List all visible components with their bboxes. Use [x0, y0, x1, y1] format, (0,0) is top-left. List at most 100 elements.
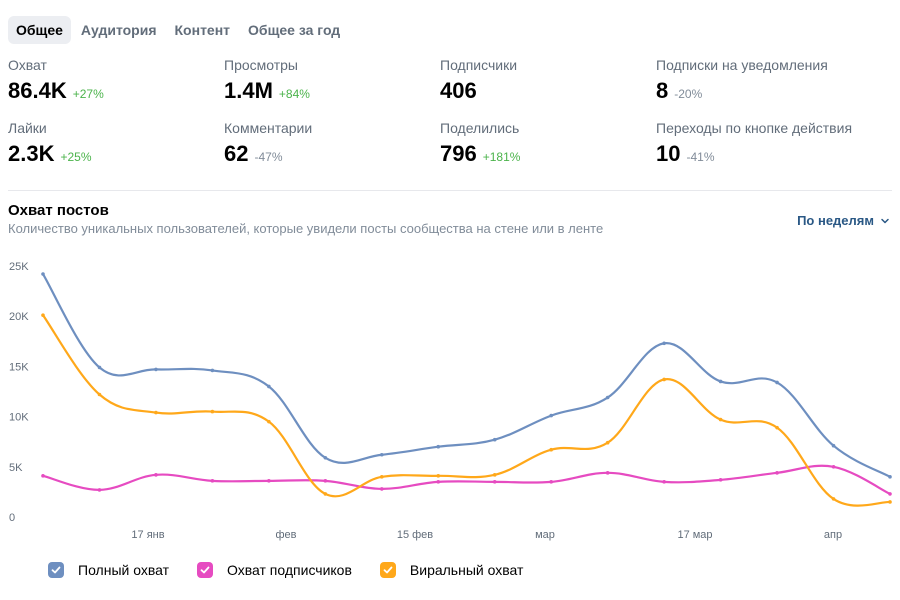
tab-general[interactable]: Общее	[8, 16, 71, 44]
chart-subtitle: Количество уникальных пользователей, кот…	[8, 221, 604, 236]
period-dropdown[interactable]: По неделям	[797, 213, 890, 228]
checkbox-checked-icon	[379, 562, 396, 578]
x-tick-label: мар	[535, 529, 555, 541]
checkbox-checked-icon	[197, 562, 214, 578]
stat-delta: +84%	[278, 87, 310, 101]
stat-views: Просмотры 1.4M +84%	[224, 56, 440, 104]
data-point-full-reach	[888, 475, 892, 479]
data-point-subscribers-reach	[549, 480, 553, 484]
y-tick-label: 20K	[9, 311, 29, 323]
stat-label: Лайки	[8, 120, 47, 136]
data-point-subscribers-reach	[267, 479, 271, 483]
data-point-subscribers-reach	[831, 465, 836, 469]
stat-value: 62	[224, 141, 249, 166]
tab-content[interactable]: Контент	[174, 22, 231, 38]
data-point-subscribers-reach	[154, 473, 158, 477]
data-point-viral-reach	[549, 447, 553, 452]
data-point-full-reach	[605, 395, 610, 400]
stat-label: Переходы по кнопке действия	[656, 120, 853, 136]
stat-subscribers: Подписчики 406	[440, 56, 656, 104]
data-point-subscribers-reach	[662, 480, 666, 484]
data-point-subscribers-reach	[97, 488, 102, 492]
stat-value: 796	[440, 141, 477, 166]
data-point-subscribers-reach	[436, 480, 441, 484]
legend-viral-reach[interactable]: Виральный охват	[379, 562, 524, 578]
chart-title: Охват постов	[8, 202, 109, 219]
data-point-full-reach	[549, 413, 553, 418]
x-tick-label: апр	[824, 529, 842, 541]
stat-delta: -47%	[254, 150, 283, 164]
x-tick-label: 17 янв	[131, 529, 164, 541]
x-tick-label: 17 мар	[677, 529, 712, 541]
stat-shares: Поделились 796 +181%	[440, 119, 656, 167]
stat-value: 2.3K	[8, 141, 55, 166]
data-point-viral-reach	[154, 410, 158, 415]
data-point-viral-reach	[718, 417, 723, 422]
series-line-viral-reach	[42, 314, 891, 507]
data-point-full-reach	[210, 368, 215, 373]
data-point-viral-reach	[97, 392, 102, 397]
data-point-full-reach	[492, 437, 497, 442]
data-point-full-reach	[323, 455, 328, 460]
y-tick-label: 25K	[9, 261, 29, 273]
data-point-subscribers-reach	[718, 478, 723, 482]
data-point-subscribers-reach	[775, 471, 779, 475]
section-divider	[8, 190, 892, 191]
data-point-viral-reach	[323, 492, 328, 496]
y-tick-label: 10K	[9, 412, 29, 424]
data-point-viral-reach	[605, 440, 610, 445]
stat-label: Подписки на уведомления	[656, 57, 828, 73]
stat-value: 8	[656, 78, 669, 103]
data-point-full-reach	[436, 444, 441, 449]
legend-label: Охват подписчиков	[227, 562, 352, 578]
stat-comments: Комментарии 62 -47%	[224, 119, 440, 167]
data-point-viral-reach	[888, 500, 892, 504]
stat-label: Комментарии	[224, 120, 313, 136]
tab-audience[interactable]: Аудитория	[80, 22, 157, 38]
data-point-subscribers-reach	[888, 492, 892, 496]
data-point-subscribers-reach	[323, 479, 328, 483]
data-point-full-reach	[662, 341, 666, 346]
stat-label: Поделились	[440, 120, 520, 136]
data-point-viral-reach	[267, 419, 271, 424]
data-point-full-reach	[41, 272, 45, 276]
data-point-full-reach	[97, 365, 102, 370]
data-point-subscribers-reach	[605, 471, 610, 475]
data-point-full-reach	[831, 443, 836, 448]
legend-label: Виральный охват	[409, 562, 524, 578]
data-point-subscribers-reach	[41, 474, 45, 478]
x-tick-label: 15 фев	[397, 529, 433, 541]
y-tick-label: 5K	[9, 462, 23, 474]
data-point-full-reach	[267, 384, 271, 389]
data-point-viral-reach	[492, 473, 497, 477]
legend-full-reach[interactable]: Полный охват	[48, 562, 169, 578]
data-point-full-reach	[154, 367, 158, 372]
y-tick-label: 15K	[9, 361, 29, 373]
stat-value: 1.4M	[224, 78, 273, 103]
data-point-full-reach	[775, 380, 779, 385]
data-point-subscribers-reach	[492, 480, 497, 484]
stat-likes: Лайки 2.3K +25%	[8, 119, 224, 167]
stat-value: 86.4K	[8, 78, 67, 103]
stat-label: Охват	[8, 57, 47, 73]
period-label: По неделям	[797, 213, 874, 228]
legend-subscribers-reach[interactable]: Охват подписчиков	[197, 562, 352, 578]
stat-delta: -20%	[674, 87, 703, 101]
checkbox-checked-icon	[48, 562, 64, 578]
chevron-down-icon	[881, 218, 889, 223]
stat-action-clicks: Переходы по кнопке действия 10 -41%	[656, 119, 872, 167]
stat-delta: +27%	[72, 87, 104, 101]
data-point-full-reach	[380, 452, 384, 457]
legend-label: Полный охват	[78, 562, 170, 578]
stat-reach: Охват 86.4K +27%	[8, 56, 224, 104]
x-tick-label: фев	[275, 529, 296, 541]
stat-label: Подписчики	[440, 57, 518, 73]
reach-line-chart: 0 5K 10K 15K 20K 25K 17 янв фев 15 фев мар 17 мар а…	[9, 261, 892, 541]
tab-yearly[interactable]: Общее за год	[248, 22, 341, 38]
data-point-viral-reach	[380, 475, 384, 479]
data-point-full-reach	[718, 379, 723, 384]
data-point-subscribers-reach	[380, 487, 384, 491]
stat-delta: +25%	[60, 150, 92, 164]
stat-value: 406	[440, 78, 477, 103]
data-point-viral-reach	[436, 474, 441, 478]
